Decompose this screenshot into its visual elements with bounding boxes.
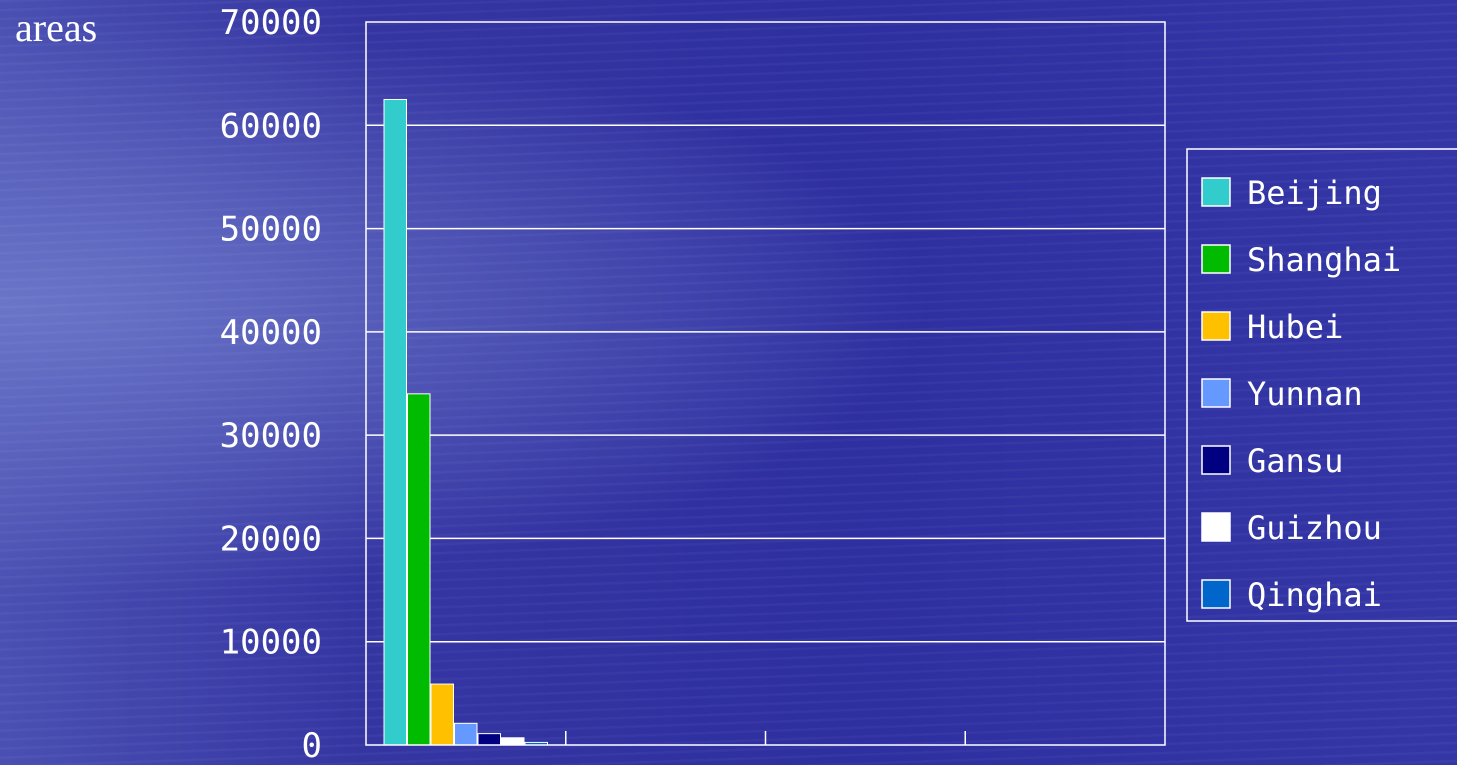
- y-tick-label: 60000: [220, 106, 322, 146]
- legend-label-gansu: Gansu: [1247, 442, 1343, 480]
- bar-gansu: [477, 733, 501, 746]
- legend: Beijing Shanghai Hubei Yunnan Gansu Guizhou Qi…: [1186, 148, 1457, 622]
- plot-area: [365, 21, 1166, 746]
- bar-shanghai: [407, 393, 431, 746]
- y-tick-label: 30000: [220, 416, 322, 456]
- legend-label-beijing: Beijing: [1247, 174, 1382, 212]
- legend-label-shanghai: Shanghai: [1247, 241, 1401, 279]
- bars: [383, 98, 548, 746]
- legend-label-hubei: Hubei: [1247, 308, 1343, 346]
- legend-swatch-hubei: [1201, 311, 1231, 341]
- legend-swatch-qinghai: [1201, 579, 1231, 609]
- y-axis-label: areas: [15, 5, 97, 50]
- y-tick-label: 40000: [220, 313, 322, 353]
- legend-swatch-yunnan: [1201, 378, 1231, 408]
- y-axis-ticks: 0 10000 20000 30000 40000 50000 60000 70000: [220, 3, 322, 765]
- gridlines: [366, 124, 1165, 643]
- bar-yunnan: [454, 722, 478, 746]
- y-tick-label: 50000: [220, 210, 322, 250]
- y-tick-label: 70000: [220, 3, 322, 43]
- legend-label-qinghai: Qinghai: [1247, 576, 1382, 614]
- legend-label-yunnan: Yunnan: [1247, 375, 1363, 413]
- legend-swatch-beijing: [1201, 177, 1231, 207]
- bar-hubei: [430, 683, 454, 746]
- legend-swatch-shanghai: [1201, 244, 1231, 274]
- bar-guizhou: [501, 737, 525, 746]
- legend-swatch-guizhou: [1201, 512, 1231, 542]
- y-tick-label: 10000: [220, 623, 322, 663]
- legend-label-guizhou: Guizhou: [1247, 509, 1382, 547]
- bar-beijing: [383, 98, 407, 746]
- x-axis-ticks: [565, 731, 966, 745]
- y-tick-label: 0: [302, 726, 322, 765]
- y-tick-label: 20000: [220, 519, 322, 559]
- legend-swatch-gansu: [1201, 445, 1231, 475]
- legend-box: [1186, 148, 1457, 622]
